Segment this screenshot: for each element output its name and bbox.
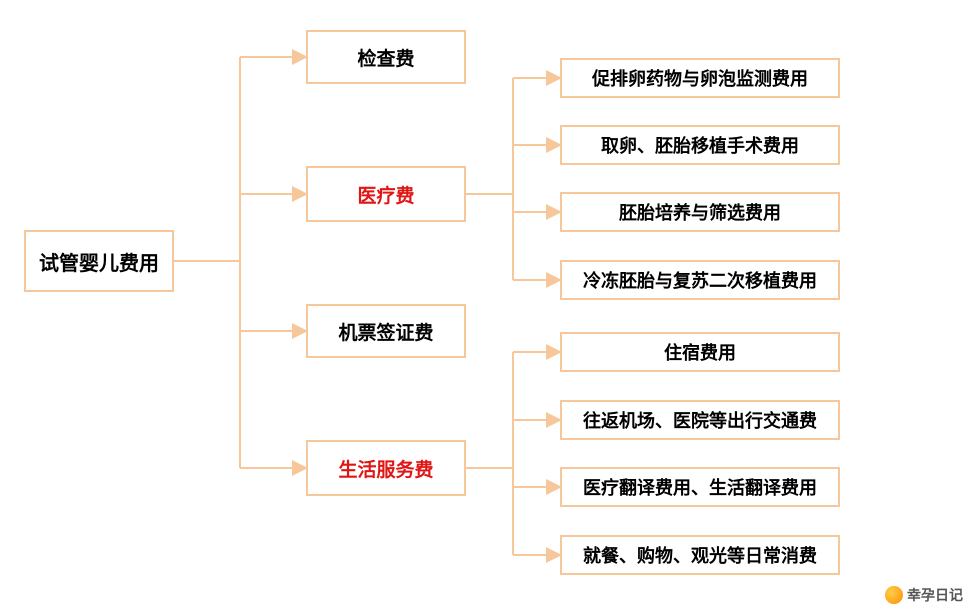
- watermark: 幸孕日记: [885, 585, 963, 605]
- watermark-label: 幸孕日记: [907, 585, 963, 605]
- leaf-node-medical-2: 胚胎培养与筛选费用: [560, 192, 840, 232]
- leaf-node-living-0: 住宿费用: [560, 332, 840, 372]
- level2-node-ticket: 机票签证费: [306, 304, 466, 358]
- leaf-node-living-3: 就餐、购物、观光等日常消费: [560, 535, 840, 575]
- root-node: 试管婴儿费用: [24, 230, 174, 292]
- level2-node-check: 检查费: [306, 30, 466, 84]
- leaf-node-medical-3: 冷冻胚胎与复苏二次移植费用: [560, 260, 840, 300]
- level2-node-living: 生活服务费: [306, 440, 466, 496]
- sun-icon: [885, 586, 903, 604]
- level2-node-medical: 医疗费: [306, 166, 466, 222]
- leaf-node-medical-0: 促排卵药物与卵泡监测费用: [560, 58, 840, 98]
- leaf-node-living-2: 医疗翻译费用、生活翻译费用: [560, 467, 840, 507]
- leaf-node-medical-1: 取卵、胚胎移植手术费用: [560, 125, 840, 165]
- leaf-node-living-1: 往返机场、医院等出行交通费: [560, 400, 840, 440]
